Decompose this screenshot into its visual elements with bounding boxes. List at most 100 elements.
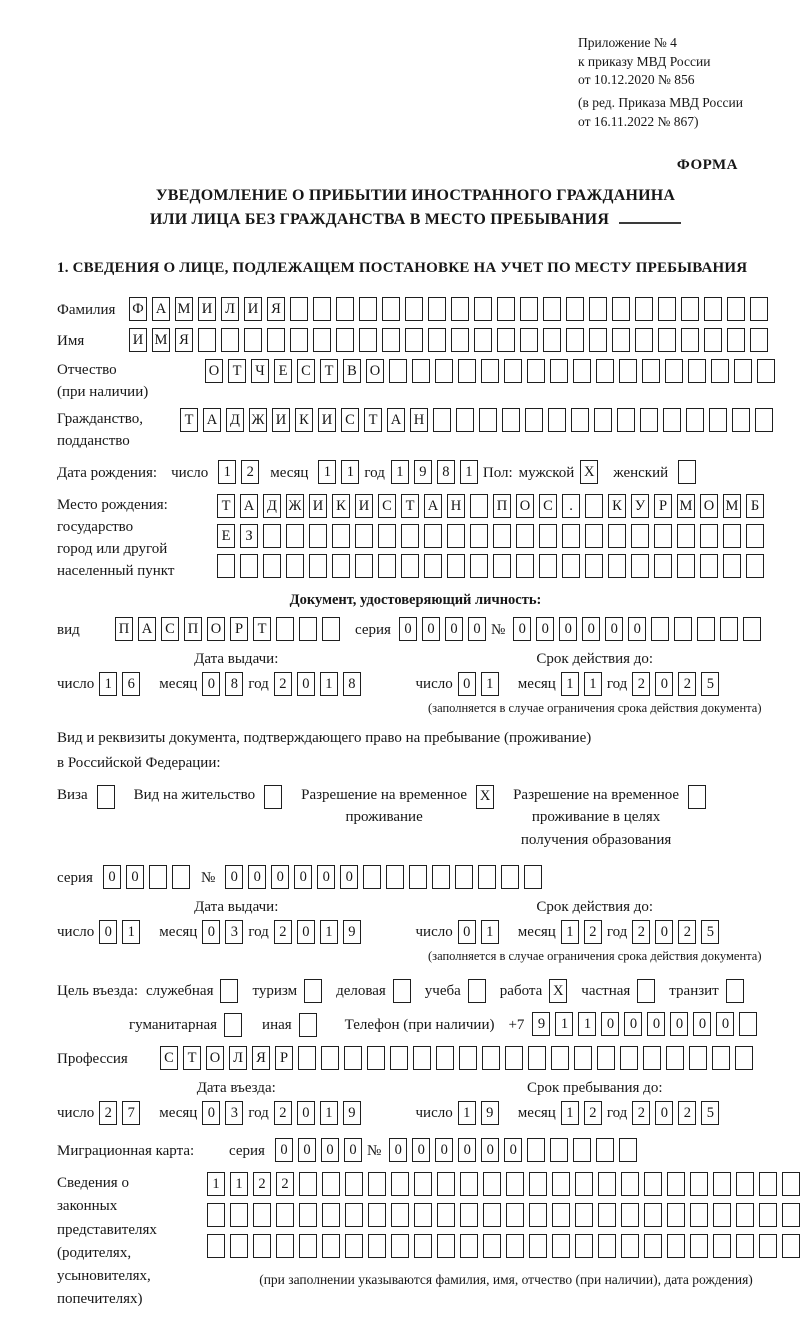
- char-cell[interactable]: [460, 1234, 478, 1259]
- char-cell[interactable]: [240, 554, 258, 579]
- char-cell[interactable]: [389, 359, 407, 384]
- char-cell[interactable]: [263, 554, 281, 579]
- char-cell[interactable]: [732, 408, 750, 433]
- char-cell[interactable]: [414, 1203, 432, 1228]
- char-cell[interactable]: [667, 1234, 685, 1259]
- char-cell[interactable]: [529, 1234, 547, 1259]
- char-cell[interactable]: Р: [275, 1046, 293, 1071]
- char-cell[interactable]: [552, 1172, 570, 1197]
- char-cell[interactable]: 0: [320, 1138, 339, 1163]
- char-cell[interactable]: 0: [605, 617, 624, 642]
- char-cell[interactable]: [359, 297, 377, 322]
- char-cell[interactable]: [482, 1046, 500, 1071]
- char-cell[interactable]: 2: [678, 920, 697, 945]
- char-cell[interactable]: 0: [444, 617, 463, 642]
- char-cell[interactable]: [571, 408, 589, 433]
- char-cell[interactable]: [644, 1203, 662, 1228]
- char-cell[interactable]: П: [115, 617, 133, 642]
- char-cell[interactable]: 0: [340, 865, 359, 890]
- char-cell[interactable]: [501, 865, 520, 890]
- char-cell[interactable]: [378, 524, 396, 549]
- char-cell[interactable]: [230, 1203, 248, 1228]
- char-cell[interactable]: 5: [701, 672, 720, 697]
- char-cell[interactable]: [566, 297, 584, 322]
- char-cell[interactable]: И: [309, 494, 327, 519]
- char-cell[interactable]: [428, 328, 446, 353]
- char-cell[interactable]: 1: [319, 672, 338, 697]
- char-cell[interactable]: [575, 1172, 593, 1197]
- char-cell[interactable]: [575, 1234, 593, 1259]
- char-cell[interactable]: [727, 297, 745, 322]
- char-cell[interactable]: И: [244, 297, 262, 322]
- char-cell[interactable]: [725, 979, 744, 1004]
- char-cell[interactable]: [290, 297, 308, 322]
- char-cell[interactable]: К: [332, 494, 350, 519]
- char-cell[interactable]: [631, 554, 649, 579]
- char-cell[interactable]: [483, 1172, 501, 1197]
- char-cell[interactable]: [401, 524, 419, 549]
- char-cell[interactable]: [378, 554, 396, 579]
- char-cell[interactable]: [525, 408, 543, 433]
- char-cell[interactable]: 0: [655, 920, 674, 945]
- char-cell[interactable]: [621, 1172, 639, 1197]
- char-cell[interactable]: 9: [480, 1101, 499, 1126]
- char-cell[interactable]: [220, 979, 239, 1004]
- char-cell[interactable]: [321, 1046, 339, 1071]
- char-cell[interactable]: [573, 359, 591, 384]
- char-cell[interactable]: 1: [207, 1172, 225, 1197]
- char-cell[interactable]: [386, 865, 405, 890]
- char-cell[interactable]: 0: [655, 1101, 674, 1126]
- char-cell[interactable]: П: [184, 617, 202, 642]
- char-cell[interactable]: [562, 554, 580, 579]
- char-cell[interactable]: 2: [678, 1101, 697, 1126]
- char-cell[interactable]: [207, 1203, 225, 1228]
- char-cell[interactable]: К: [608, 494, 626, 519]
- char-cell[interactable]: [527, 1138, 546, 1163]
- char-cell[interactable]: [690, 1172, 708, 1197]
- char-cell[interactable]: [620, 1046, 638, 1071]
- char-cell[interactable]: 8: [436, 460, 455, 485]
- char-cell[interactable]: [658, 328, 676, 353]
- char-cell[interactable]: [467, 979, 486, 1004]
- char-cell[interactable]: С: [160, 1046, 178, 1071]
- char-cell[interactable]: 0: [296, 1101, 315, 1126]
- char-cell[interactable]: [640, 408, 658, 433]
- char-cell[interactable]: А: [240, 494, 258, 519]
- char-cell[interactable]: [391, 1203, 409, 1228]
- char-cell[interactable]: [782, 1172, 800, 1197]
- char-cell[interactable]: [437, 1172, 455, 1197]
- char-cell[interactable]: 0: [225, 865, 244, 890]
- char-cell[interactable]: 0: [601, 1012, 620, 1037]
- char-cell[interactable]: М: [677, 494, 695, 519]
- char-cell[interactable]: Я: [267, 297, 285, 322]
- char-cell[interactable]: [700, 554, 718, 579]
- char-cell[interactable]: [474, 297, 492, 322]
- char-cell[interactable]: [497, 328, 515, 353]
- char-cell[interactable]: А: [424, 494, 442, 519]
- char-cell[interactable]: [435, 359, 453, 384]
- char-cell[interactable]: [359, 328, 377, 353]
- char-cell[interactable]: 2: [632, 1101, 651, 1126]
- char-cell[interactable]: С: [378, 494, 396, 519]
- char-cell[interactable]: 0: [457, 672, 476, 697]
- char-cell[interactable]: [735, 1046, 753, 1071]
- char-cell[interactable]: [392, 979, 411, 1004]
- char-cell[interactable]: 1: [318, 460, 337, 485]
- char-cell[interactable]: [253, 1203, 271, 1228]
- char-cell[interactable]: 5: [701, 920, 720, 945]
- char-cell[interactable]: [391, 1234, 409, 1259]
- char-cell[interactable]: [437, 1203, 455, 1228]
- char-cell[interactable]: 0: [435, 1138, 454, 1163]
- char-cell[interactable]: [723, 554, 741, 579]
- char-cell[interactable]: Е: [217, 524, 235, 549]
- char-cell[interactable]: [637, 979, 656, 1004]
- char-cell[interactable]: 0: [297, 1138, 316, 1163]
- char-cell[interactable]: [424, 524, 442, 549]
- char-cell[interactable]: [746, 524, 764, 549]
- char-cell[interactable]: [299, 1234, 317, 1259]
- char-cell[interactable]: [263, 524, 281, 549]
- char-cell[interactable]: [689, 1046, 707, 1071]
- char-cell[interactable]: [608, 554, 626, 579]
- char-cell[interactable]: [654, 554, 672, 579]
- char-cell[interactable]: [782, 1234, 800, 1259]
